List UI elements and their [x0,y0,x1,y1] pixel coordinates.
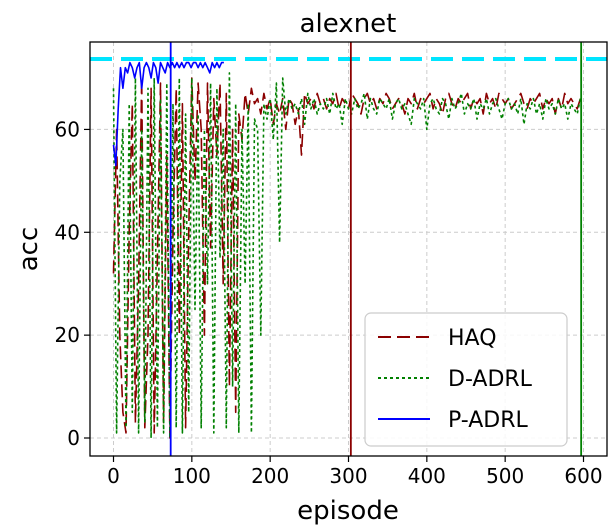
series-line-d-adrl [112,72,582,439]
y-axis: 0 20 40 60 [55,117,90,450]
y-tick-label: 40 [55,220,80,244]
plot-area [90,42,607,456]
legend-label-haq: HAQ [448,326,497,351]
x-axis-label: episode [297,496,399,526]
legend-box [364,312,568,447]
y-tick-label: 0 [67,426,80,450]
y-axis-label: acc [14,227,44,272]
x-tick-label: 100 [173,464,211,488]
x-tick-label: 600 [564,464,602,488]
y-tick-label: 20 [55,323,80,347]
series-line-p-adrl [112,61,224,167]
x-axis: 0 100 200 300 400 500 600 [107,456,603,488]
legend-label-d-adrl: D-ADRL [448,367,533,392]
x-tick-label: 200 [251,464,289,488]
x-tick-label: 500 [486,464,524,488]
chart-title: alexnet [300,9,397,39]
legend: HAQ D-ADRL P-ADRL [364,312,568,447]
x-tick-label: 400 [408,464,446,488]
x-tick-label: 300 [329,464,367,488]
y-tick-label: 60 [55,117,80,141]
x-tick-label: 0 [107,464,120,488]
legend-label-p-adrl: P-ADRL [448,408,529,433]
